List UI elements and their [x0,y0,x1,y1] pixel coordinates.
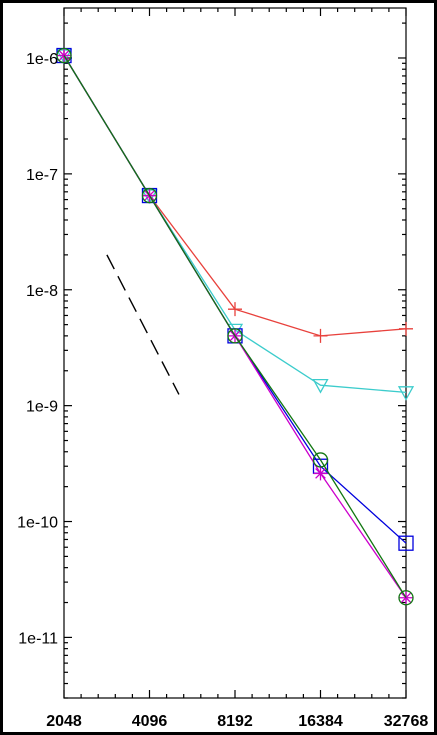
plus-marker [313,328,328,343]
y-tick-label: 1e-6 [26,51,58,68]
reference-slope-line [106,254,180,395]
x-tick-label: 8192 [217,713,253,730]
series-line [63,55,407,599]
circle-marker [56,47,72,64]
triangle-marker [312,378,329,394]
x-tick-label: 2048 [46,713,82,730]
circle-marker [227,328,243,344]
series-group [55,47,415,606]
triangle-marker [397,386,415,401]
x-tick-label: 16384 [298,713,343,730]
axes [63,7,407,699]
series-5 [56,47,414,606]
chart-background [3,3,434,732]
y-tick-label: 1e-8 [26,283,58,300]
asterisk-marker [399,590,413,605]
square-marker [398,535,414,551]
x-tick-label: 4096 [132,713,168,730]
asterisk-marker [313,466,328,481]
plus-marker [399,321,413,336]
y-tick-label: 1e-7 [26,167,58,184]
plus-marker [228,302,242,317]
tick-labels: 1e-6 1e-7 1e-8 1e-9 1e-10 1e-11 2048 4096 8192 16… [17,51,428,730]
x-tick-label: 32768 [384,713,429,730]
y-tick-label: 1e-9 [26,399,58,416]
circle-marker [141,187,158,204]
y-tick-label: 1e-11 [18,630,58,647]
circle-marker [398,590,414,606]
circle-marker [312,452,329,468]
y-tick-label: 1e-10 [17,515,58,532]
